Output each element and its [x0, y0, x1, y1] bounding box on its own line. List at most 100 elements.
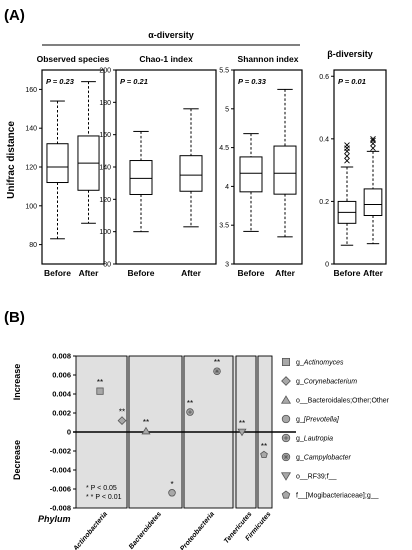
- y-tick-label: 0.2: [319, 199, 329, 206]
- marker-diamond: [281, 376, 291, 386]
- legend-name: Actinomyces: [303, 360, 344, 367]
- y-tick-label: 200: [99, 68, 111, 75]
- box-iqr: [363, 188, 383, 217]
- box-iqr: [239, 156, 263, 193]
- y-tick-label: 0.4: [319, 136, 329, 143]
- outlier-point: [344, 142, 350, 148]
- legend-prefix: g_: [296, 360, 304, 367]
- y-tick-label: 5: [225, 106, 229, 113]
- marker-square: [96, 387, 104, 395]
- y-tick-label: 0: [325, 262, 329, 269]
- marker-triangle-down: [280, 472, 292, 481]
- marker-triangle: [141, 426, 151, 435]
- y-tick-label: 0.008: [52, 352, 71, 361]
- y-tick-label: 0: [67, 428, 71, 437]
- significance-label: **: [119, 408, 125, 417]
- marker-triangle: [280, 395, 292, 404]
- phylum-label: Proteobacteria: [179, 511, 216, 550]
- y-tick-label: 5.5: [219, 68, 229, 75]
- panel-b-legend: g_Actinomycesg_Corynebacteriumo__Bactero…: [280, 357, 390, 500]
- marker-square: [281, 357, 290, 366]
- y-tick-label: -0.008: [50, 504, 71, 513]
- beta-diversity-title: β-diversity: [327, 49, 373, 59]
- y-tick-label: 0.002: [52, 409, 71, 418]
- legend-item: f__[Mogibacteriaceae];g__: [281, 490, 379, 500]
- phylum-label: Phylum: [38, 514, 71, 524]
- y-tick-label: 140: [99, 165, 111, 172]
- decrease-label: Decrease: [12, 440, 22, 480]
- data-point: **: [96, 378, 104, 395]
- data-point: **: [237, 419, 247, 437]
- legend-name: Lautropia: [304, 436, 333, 443]
- legend-label: g_Campylobacter: [296, 455, 352, 462]
- significance-label: **: [143, 418, 149, 427]
- legend-prefix: g_: [296, 436, 304, 443]
- significance-label: **: [214, 358, 220, 367]
- marker-pentagon: [260, 450, 268, 459]
- y-tick-label: 180: [99, 100, 111, 107]
- x-category-label: Before: [128, 268, 155, 278]
- boxplot-panel-3: P = 0.01 0 0.2 0.4 0.6 Before After: [319, 69, 387, 278]
- p-value-label: P = 0.01: [338, 77, 366, 86]
- legend-prefix: g_: [296, 455, 304, 462]
- p-value-label: P = 0.23: [46, 77, 75, 86]
- y-tick-label: 100: [99, 229, 111, 236]
- alpha-diversity-title: α-diversity: [148, 30, 194, 40]
- phylum-label: Bacteroidetes: [128, 511, 163, 550]
- significance-label: **: [261, 442, 267, 451]
- box-iqr: [129, 160, 153, 195]
- legend-item: g_Campylobacter: [281, 452, 352, 462]
- y-tick-label: 0.006: [52, 371, 71, 380]
- increase-label: Increase: [12, 364, 22, 401]
- boxplot-panel-2: Shannon index P = 0.33 3 3.5 4 4.5 5 5.5 Before A…: [219, 54, 303, 278]
- data-point: **: [260, 442, 268, 459]
- legend-prefix: g_: [296, 417, 304, 424]
- plot-frame: [233, 69, 303, 265]
- boxplot-panel-0: Observed species P = 0.23 80 100 120 140 160 Be…: [25, 54, 109, 278]
- legend-label: f__[Mogibacteriaceae];g__: [296, 493, 379, 500]
- boxplot-title: Observed species: [37, 54, 110, 64]
- outlier-point: [344, 153, 350, 159]
- legend-label: g_[Prevotella]: [296, 417, 340, 424]
- data-point: **: [141, 418, 151, 435]
- legend-label: g_Corynebacterium: [296, 379, 357, 386]
- y-tick-label: 80: [103, 262, 111, 269]
- y-tick-label: 140: [25, 126, 37, 133]
- boxplot-title: Shannon index: [238, 54, 299, 64]
- panel-a-label: (A): [4, 7, 25, 24]
- y-tick-label: 4: [225, 184, 229, 191]
- data-point: *: [168, 480, 176, 497]
- data-point: **: [186, 399, 194, 416]
- y-tick-label: 100: [25, 203, 37, 210]
- legend-item: g_Actinomyces: [281, 357, 344, 367]
- significance-label: *: [170, 480, 173, 489]
- x-category-label: Before: [334, 268, 361, 278]
- x-category-label: After: [181, 268, 202, 278]
- y-tick-label: 0.004: [52, 390, 72, 399]
- marker-circle: [168, 489, 176, 497]
- y-tick-label: 0.6: [319, 74, 329, 81]
- legend-prefix: g_: [296, 379, 304, 386]
- p-value-label: P = 0.21: [120, 77, 148, 86]
- significance-label: **: [239, 419, 245, 428]
- box-iqr: [179, 155, 203, 192]
- data-point: **: [213, 358, 221, 375]
- panel-b-label: (B): [4, 309, 25, 326]
- y-tick-label: -0.006: [50, 485, 71, 494]
- legend-name: Corynebacterium: [304, 379, 357, 386]
- y-tick-label: 3: [225, 262, 229, 269]
- y-tick-label: 4.5: [219, 145, 229, 152]
- box-iqr: [46, 143, 69, 184]
- legend-item: o__Bacteroidales;Other;Other: [280, 395, 390, 405]
- plot-frame: [333, 69, 387, 265]
- legend-item: g_Lautropia: [281, 433, 333, 443]
- legend-name: Campylobacter: [304, 455, 352, 462]
- marker-detail: [215, 369, 219, 373]
- marker-detail: [284, 455, 288, 459]
- panel-a-ylabel: Unifrac distance: [6, 121, 17, 199]
- p-value-label: P = 0.33: [238, 77, 267, 86]
- marker-pentagon: [281, 490, 291, 499]
- y-tick-label: 80: [29, 242, 37, 249]
- y-tick-label: 160: [99, 132, 111, 139]
